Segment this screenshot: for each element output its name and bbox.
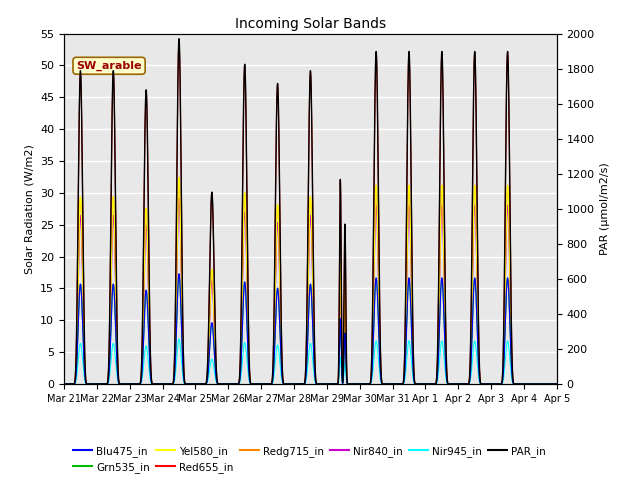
Y-axis label: PAR (μmol/m2/s): PAR (μmol/m2/s) (600, 162, 610, 255)
Text: SW_arable: SW_arable (76, 60, 142, 71)
Title: Incoming Solar Bands: Incoming Solar Bands (235, 17, 386, 31)
Legend: Blu475_in, Grn535_in, Yel580_in, Red655_in, Redg715_in, Nir840_in, Nir945_in, PA: Blu475_in, Grn535_in, Yel580_in, Red655_… (69, 442, 550, 477)
Y-axis label: Solar Radiation (W/m2): Solar Radiation (W/m2) (24, 144, 35, 274)
